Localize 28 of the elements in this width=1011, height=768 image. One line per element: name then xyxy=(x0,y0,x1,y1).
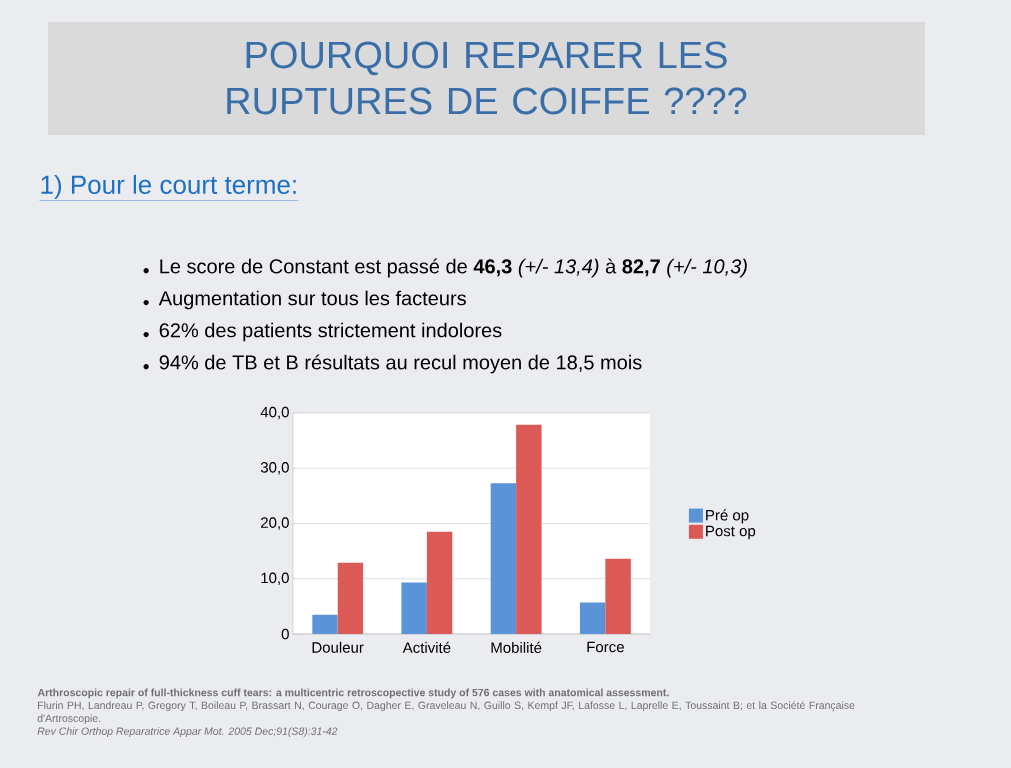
bar xyxy=(401,582,427,634)
text: 94% de TB et B résultats au recul moyen de 18,5 mois xyxy=(159,354,642,374)
bar xyxy=(337,562,364,634)
y-tick-label: 20,0 xyxy=(261,517,289,530)
bar xyxy=(579,602,606,634)
bar xyxy=(426,531,453,634)
bar xyxy=(605,558,631,634)
y-tick-label: 10,0 xyxy=(261,572,289,585)
bar xyxy=(312,614,338,634)
bar xyxy=(516,424,542,634)
chart-subtitle: 1) Pour le court terme: xyxy=(41,174,296,200)
chart-title: POURQUOI REPARER LES RUPTURES DE COIFFE ???? xyxy=(227,41,747,115)
bar xyxy=(490,483,517,634)
text: Le score de Constant est passé de 46,3 (+/- 13,4) à 82,7 (+/- 10,3) xyxy=(160,258,747,278)
legend-label: Post op xyxy=(706,525,756,540)
y-tick-label: 0 xyxy=(281,628,289,640)
legend-label: Pré op xyxy=(706,509,749,524)
y-tick-label: 30,0 xyxy=(260,462,289,475)
x-tick-label: Mobilité xyxy=(491,641,542,653)
x-tick-label: Force xyxy=(587,641,624,653)
text: 62% des patients strictement indolores xyxy=(159,322,502,342)
text: Augmentation sur tous les facteurs xyxy=(158,290,466,310)
text: Flurin PH, Landreau P, Gregory T, Boileau P, Brassart N, Courage O, Dagher E, Graveleau N, Guillo S, Kempf JF, Lafosse L, Laprelle E, Toussaint B; et la Société Française d'Artroscopie. xyxy=(37,701,855,725)
x-tick-label: Activité xyxy=(402,641,451,653)
text: Rev Chir Orthop Reparatrice Appar Mot. 2005 Dec;91(S8):31-42 xyxy=(37,727,338,737)
y-tick-label: 40,0 xyxy=(260,406,289,420)
x-tick-label: Douleur xyxy=(312,641,364,653)
text: Arthroscopic repair of full-thickness cuff tears: a multicentric retroscopective study of 576 cases with anatomical assessment. xyxy=(37,688,669,699)
